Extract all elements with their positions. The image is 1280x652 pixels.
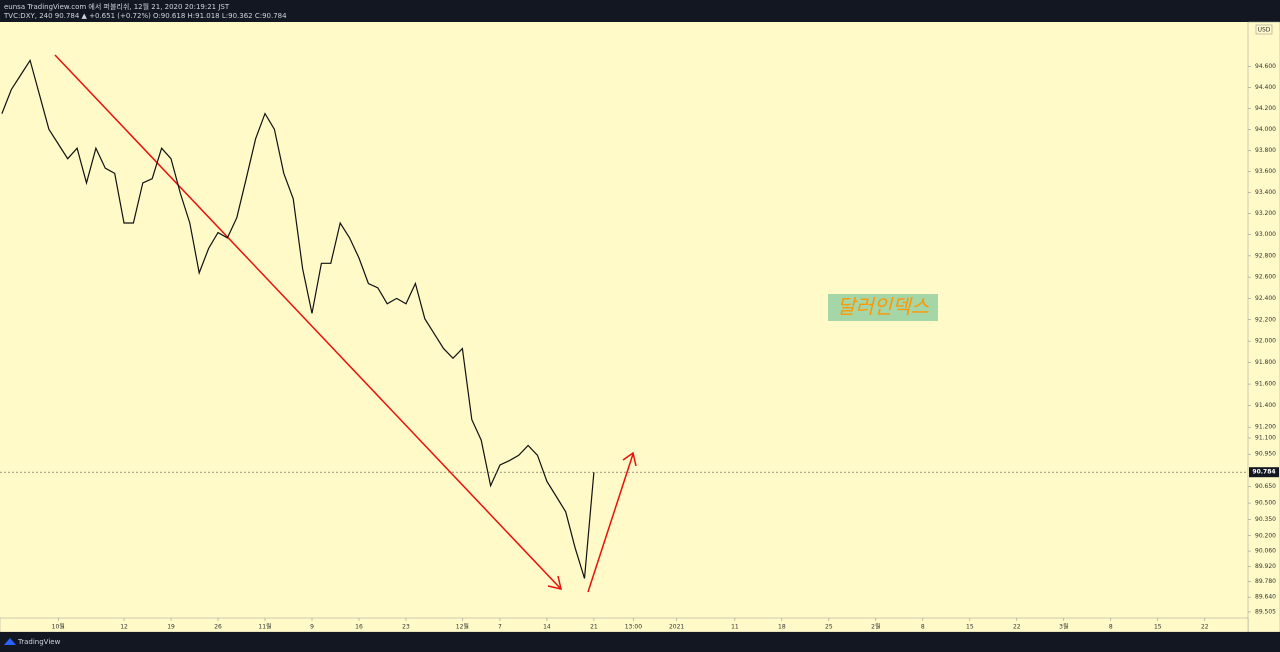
y-tick-label: 89.780 bbox=[1255, 578, 1276, 585]
x-tick-label: 18 bbox=[778, 624, 786, 631]
x-tick-label: 8 bbox=[921, 624, 925, 631]
x-tick-label: 19 bbox=[167, 624, 175, 631]
trend-arrow bbox=[54, 54, 561, 589]
currency-box bbox=[1255, 24, 1273, 35]
x-tick-label: 15 bbox=[966, 624, 974, 631]
x-tick-label: 10월 bbox=[52, 623, 65, 631]
y-tick-label: 91.800 bbox=[1255, 359, 1276, 366]
y-tick-label: 90.950 bbox=[1255, 451, 1276, 458]
x-tick-label: 7 bbox=[498, 624, 502, 631]
y-tick-label: 91.100 bbox=[1255, 434, 1276, 441]
y-tick-label: 94.200 bbox=[1255, 105, 1276, 112]
y-tick-label: 94.600 bbox=[1255, 63, 1276, 70]
annotation: 달러인덱스 bbox=[837, 295, 930, 319]
x-tick-label: 23 bbox=[402, 624, 410, 631]
y-tick-label: 92.200 bbox=[1255, 316, 1276, 323]
y-tick-label: 93.400 bbox=[1255, 189, 1276, 196]
x-tick-label: 15 bbox=[1154, 624, 1162, 631]
y-tick-label: 91.600 bbox=[1255, 381, 1276, 388]
y-tick-label: 92.000 bbox=[1255, 338, 1276, 345]
x-tick-label: 25 bbox=[825, 624, 833, 631]
last-price-box bbox=[1249, 467, 1279, 478]
x-tick-label: 8 bbox=[1109, 624, 1113, 631]
x-tick-label: 11 bbox=[731, 624, 739, 631]
header-bar bbox=[0, 0, 1280, 22]
y-tick-label: 93.800 bbox=[1255, 147, 1276, 154]
footer-bar bbox=[0, 632, 1280, 652]
publisher: eunsa TradingView.com 에서 퍼블리쉬, 12월 21, 2… bbox=[4, 2, 230, 11]
plot-area bbox=[0, 22, 1248, 618]
y-tick-label: 89.505 bbox=[1255, 608, 1276, 615]
y-tick-label: 91.400 bbox=[1255, 402, 1276, 409]
x-tick-label: 22 bbox=[1013, 624, 1021, 631]
y-tick-label: 92.800 bbox=[1255, 252, 1276, 259]
x-tick-label: 2021 bbox=[669, 624, 684, 631]
brand: TradingView bbox=[17, 638, 61, 646]
price-axis bbox=[1247, 21, 1280, 633]
y-tick-label: 92.600 bbox=[1255, 274, 1276, 281]
arrow-head bbox=[547, 575, 563, 591]
y-tick-label: 93.600 bbox=[1255, 168, 1276, 175]
x-tick-label: 9 bbox=[310, 624, 314, 631]
x-tick-label: 22 bbox=[1201, 624, 1209, 631]
annotation-box bbox=[828, 294, 938, 321]
y-tick-label: 92.400 bbox=[1255, 295, 1276, 302]
y-tick-label: 90.200 bbox=[1255, 532, 1276, 539]
y-tick-label: 94.400 bbox=[1255, 84, 1276, 91]
logo bbox=[4, 638, 16, 645]
x-tick-label: 12 bbox=[120, 624, 128, 631]
y-tick-label: 90.500 bbox=[1255, 500, 1276, 507]
x-tick-label: 16 bbox=[355, 624, 363, 631]
x-tick-label: 13:00 bbox=[625, 624, 642, 631]
x-tick-label: 12월 bbox=[456, 623, 469, 631]
x-tick-label: 26 bbox=[214, 624, 222, 631]
x-tick-label: 11월 bbox=[258, 623, 271, 631]
y-tick-label: 90.350 bbox=[1255, 516, 1276, 523]
last-price-label: 90.784 bbox=[1252, 469, 1275, 476]
y-tick-label: 94.000 bbox=[1255, 126, 1276, 133]
arrow-head bbox=[622, 451, 637, 467]
y-tick-label: 90.650 bbox=[1255, 483, 1276, 490]
y-tick-label: 89.920 bbox=[1255, 563, 1276, 570]
y-tick-label: 90.060 bbox=[1255, 548, 1276, 555]
x-tick-label: 21 bbox=[590, 624, 598, 631]
currency: USD bbox=[1258, 27, 1271, 34]
x-tick-label: 2월 bbox=[871, 623, 880, 631]
y-tick-label: 91.200 bbox=[1255, 424, 1276, 431]
x-tick-label: 14 bbox=[543, 624, 551, 631]
ticker: TVC:DXY, 240 90.784 ▲ +0.651 (+0.72%) O:… bbox=[3, 12, 287, 20]
trend-arrow bbox=[587, 453, 634, 593]
y-tick-label: 93.000 bbox=[1255, 231, 1276, 238]
y-tick-label: 89.640 bbox=[1255, 594, 1276, 601]
y-tick-label: 93.200 bbox=[1255, 210, 1276, 217]
price-line bbox=[1, 58, 595, 579]
x-tick-label: 3월 bbox=[1059, 623, 1068, 631]
